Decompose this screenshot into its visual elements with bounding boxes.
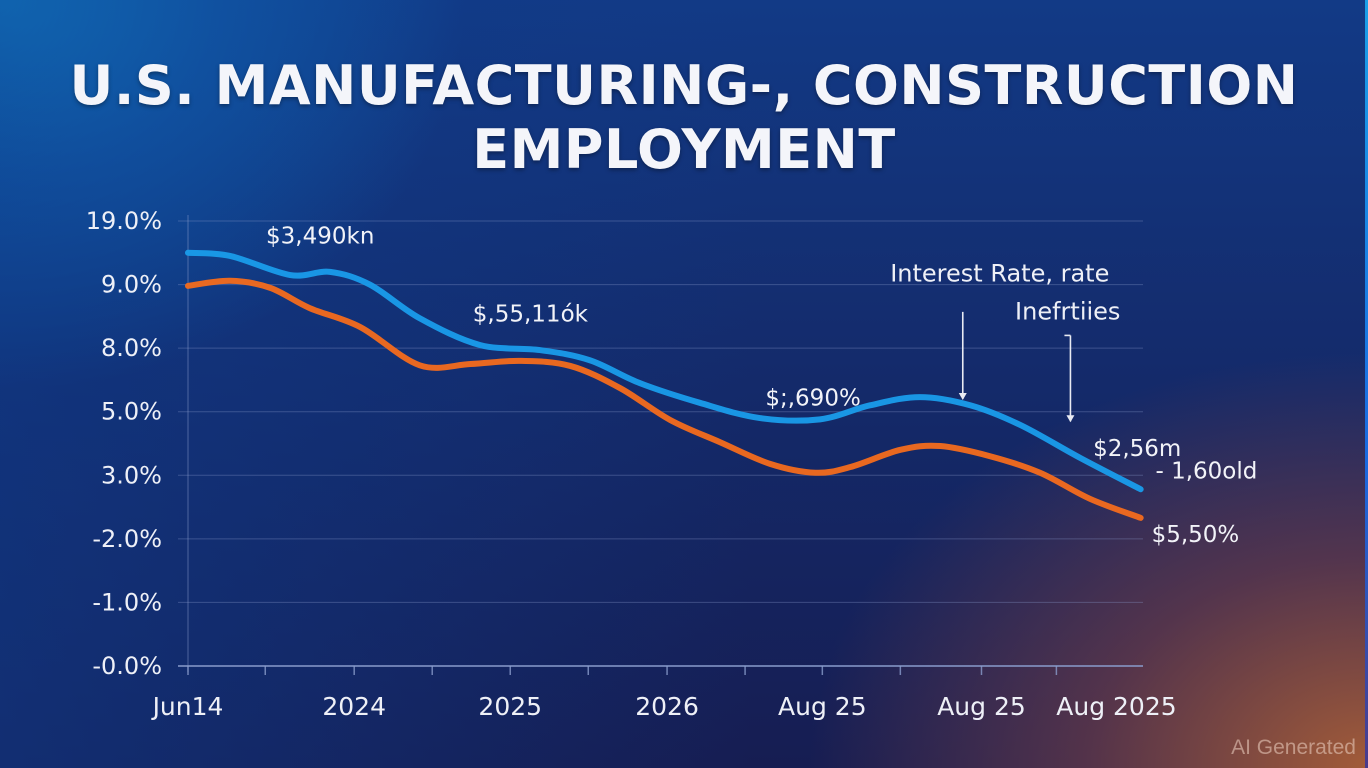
x-tick-label: 2024 bbox=[322, 692, 386, 721]
chart-title: U.S. MANUFACTURING-, CONSTRUCTION EMPLOY… bbox=[0, 54, 1368, 182]
x-tick-label: Aug 2025 bbox=[1056, 692, 1176, 721]
series-line-blue bbox=[185, 249, 1144, 493]
x-axis: Jun14 2024 2025 2026 Aug 25 Aug 25 Aug 2025 bbox=[151, 666, 1177, 721]
y-axis-ticks: 19.0% 9.0% 8.0% 5.0% 3.0% -2.0% -1.0% -0.0% bbox=[86, 207, 162, 680]
y-tick-label: -2.0% bbox=[92, 525, 162, 553]
arrow-head-icon bbox=[958, 393, 967, 400]
y-tick-label: -0.0% bbox=[92, 652, 162, 680]
data-annotation: $2,56m bbox=[1093, 436, 1181, 462]
data-annotation: $5,50% bbox=[1152, 522, 1240, 548]
data-annotation: $3,490kn bbox=[266, 223, 374, 249]
arrow-head-icon bbox=[1066, 415, 1075, 423]
callout-arrows bbox=[958, 311, 1075, 423]
edge-strip bbox=[1365, 0, 1368, 768]
y-tick-label: 19.0% bbox=[86, 207, 162, 235]
x-tick-label: 2026 bbox=[635, 692, 699, 721]
callout-label: Interest Rate, rate bbox=[890, 259, 1109, 287]
callout-label: Inefrtiies bbox=[1015, 298, 1120, 326]
data-annotation: $,55,11ók bbox=[473, 301, 589, 327]
x-tick-label: Jun14 bbox=[151, 692, 224, 721]
series-line-orange bbox=[185, 277, 1144, 521]
callout-labels: Interest Rate, rate Inefrtiies bbox=[890, 259, 1120, 325]
data-annotation: - 1,60old bbox=[1155, 458, 1257, 484]
x-tick-label: 2025 bbox=[478, 692, 542, 721]
y-tick-label: -1.0% bbox=[92, 588, 162, 616]
y-tick-label: 5.0% bbox=[101, 398, 162, 426]
y-tick-label: 9.0% bbox=[101, 271, 162, 299]
title-line-1: U.S. MANUFACTURING-, CONSTRUCTION bbox=[69, 54, 1299, 117]
y-tick-label: 3.0% bbox=[101, 461, 162, 489]
x-tick-label: Aug 25 bbox=[778, 692, 867, 721]
y-tick-label: 8.0% bbox=[101, 334, 162, 362]
data-annotation: $;,690% bbox=[765, 385, 860, 411]
series-lines bbox=[185, 249, 1144, 521]
ai-generated-watermark: AI Generated bbox=[1231, 736, 1356, 759]
x-tick-label: Aug 25 bbox=[937, 692, 1026, 721]
title-line-2: EMPLOYMENT bbox=[472, 118, 896, 181]
data-annotations: $3,490kn $,55,11ók $;,690% $2,56m- 1,60old $… bbox=[266, 223, 1257, 548]
